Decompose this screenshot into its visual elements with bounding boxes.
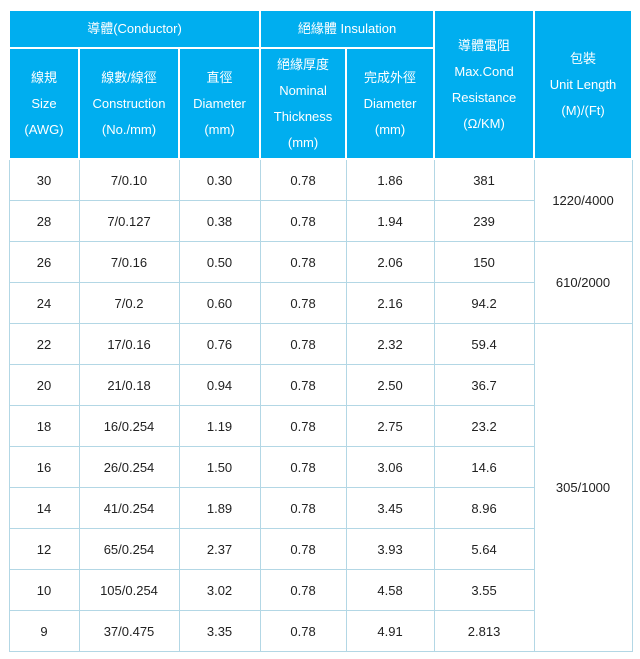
cell-thickness: 0.78	[259, 569, 347, 611]
cell-outer-diameter: 1.94	[345, 200, 435, 242]
table-row: 12 65/0.254 2.37 0.78 3.93 5.64	[8, 528, 632, 570]
cell-construction: 37/0.475	[78, 610, 180, 652]
cell-diameter: 0.30	[178, 158, 261, 201]
cell-size: 10	[8, 569, 80, 611]
cell-size: 16	[8, 446, 80, 488]
table-row: 10 105/0.254 3.02 0.78 4.58 3.55	[8, 569, 632, 611]
cell-thickness: 0.78	[259, 158, 347, 201]
table-row: 30 7/0.10 0.30 0.78 1.86 381 1220/4000	[8, 158, 633, 242]
cell-construction: 65/0.254	[78, 528, 180, 570]
cell-construction: 7/0.127	[78, 200, 180, 242]
cell-unit-length: 305/1000	[533, 323, 633, 652]
cell-construction: 105/0.254	[78, 569, 180, 611]
cell-thickness: 0.78	[259, 200, 347, 242]
cell-construction: 16/0.254	[78, 405, 180, 447]
table-row: 14 41/0.254 1.89 0.78 3.45 8.96	[8, 487, 632, 529]
cell-resistance: 94.2	[433, 282, 535, 324]
cell-size: 28	[8, 200, 80, 242]
header-insulation-group: 絕緣體 Insulation	[259, 9, 436, 49]
cell-outer-diameter: 3.06	[345, 446, 435, 488]
cell-resistance: 36.7	[433, 364, 535, 406]
cell-diameter: 0.50	[178, 241, 261, 283]
cell-outer-diameter: 4.91	[345, 610, 435, 652]
header-diameter: 直徑 Diameter (mm)	[177, 47, 262, 160]
header-sub-row: 線規 Size (AWG) 線數/線徑 Construction (No./mm…	[8, 47, 632, 160]
cell-thickness: 0.78	[259, 487, 347, 529]
cell-construction: 41/0.254	[78, 487, 180, 529]
cell-size: 22	[8, 323, 80, 365]
cell-unit-length: 610/2000	[533, 241, 633, 324]
cell-diameter: 0.38	[178, 200, 261, 242]
cell-resistance: 5.64	[433, 528, 535, 570]
cell-size: 30	[8, 158, 80, 201]
cell-outer-diameter: 2.16	[345, 282, 435, 324]
cell-resistance: 381	[433, 158, 535, 201]
cell-diameter: 0.94	[178, 364, 261, 406]
cell-outer-diameter: 2.50	[345, 364, 435, 406]
cell-diameter: 1.19	[178, 405, 261, 447]
cell-diameter: 0.76	[178, 323, 261, 365]
cell-thickness: 0.78	[259, 364, 347, 406]
table-row: 9 37/0.475 3.35 0.78 4.91 2.813	[8, 610, 632, 652]
wire-spec-table: 導體(Conductor) 絕緣體 Insulation 導體電阻 Max.Co…	[7, 9, 634, 652]
cell-outer-diameter: 2.32	[345, 323, 435, 365]
cell-diameter: 1.89	[178, 487, 261, 529]
table-row: 18 16/0.254 1.19 0.78 2.75 23.2	[8, 405, 632, 447]
cell-size: 9	[8, 610, 80, 652]
table-row: 20 21/0.18 0.94 0.78 2.50 36.7	[8, 364, 632, 406]
cell-outer-diameter: 4.58	[345, 569, 435, 611]
cell-thickness: 0.78	[259, 241, 347, 283]
cell-diameter: 0.60	[178, 282, 261, 324]
cell-construction: 7/0.2	[78, 282, 180, 324]
cell-outer-diameter: 3.45	[345, 487, 435, 529]
cell-construction: 7/0.10	[78, 158, 180, 201]
cell-thickness: 0.78	[259, 323, 347, 365]
cell-size: 20	[8, 364, 80, 406]
header-package: 包裝 Unit Length (M)/(Ft)	[533, 9, 634, 160]
cell-thickness: 0.78	[259, 528, 347, 570]
cell-resistance: 150	[433, 241, 535, 283]
header-conductor-group: 導體(Conductor)	[7, 9, 262, 49]
cell-resistance: 14.6	[433, 446, 535, 488]
cell-outer-diameter: 2.06	[345, 241, 435, 283]
cell-thickness: 0.78	[259, 405, 347, 447]
cell-resistance: 3.55	[433, 569, 535, 611]
cell-construction: 26/0.254	[78, 446, 180, 488]
table-row: 24 7/0.2 0.60 0.78 2.16 94.2	[8, 282, 632, 324]
cell-unit-length: 1220/4000	[533, 158, 633, 242]
cell-size: 12	[8, 528, 80, 570]
header-resistance: 導體電阻 Max.Cond Resistance (Ω/KM)	[433, 9, 536, 160]
cell-thickness: 0.78	[259, 446, 347, 488]
header-size: 線規 Size (AWG)	[8, 47, 80, 160]
cell-size: 18	[8, 405, 80, 447]
cell-outer-diameter: 1.86	[345, 158, 435, 201]
cell-construction: 17/0.16	[78, 323, 180, 365]
cell-diameter: 3.35	[178, 610, 261, 652]
cell-resistance: 59.4	[433, 323, 535, 365]
cell-size: 24	[8, 282, 80, 324]
table-row: 16 26/0.254 1.50 0.78 3.06 14.6	[8, 446, 632, 488]
cell-construction: 7/0.16	[78, 241, 180, 283]
cell-resistance: 239	[433, 200, 535, 242]
cell-thickness: 0.78	[259, 282, 347, 324]
header-group-row: 導體(Conductor) 絕緣體 Insulation 導體電阻 Max.Co…	[7, 9, 634, 160]
table-row: 26 7/0.16 0.50 0.78 2.06 150 610/2000	[8, 241, 633, 324]
cell-diameter: 2.37	[178, 528, 261, 570]
cell-thickness: 0.78	[259, 610, 347, 652]
cell-size: 14	[8, 487, 80, 529]
cell-outer-diameter: 2.75	[345, 405, 435, 447]
header-outer-diameter: 完成外徑 Diameter (mm)	[345, 47, 436, 160]
cell-diameter: 3.02	[178, 569, 261, 611]
header-construction: 線數/線徑 Construction (No./mm)	[78, 47, 180, 160]
cell-diameter: 1.50	[178, 446, 261, 488]
cell-resistance: 23.2	[433, 405, 535, 447]
cell-size: 26	[8, 241, 80, 283]
header-thickness: 絕緣厚度 Nominal Thickness (mm)	[259, 47, 348, 160]
cell-resistance: 8.96	[433, 487, 535, 529]
cell-resistance: 2.813	[433, 610, 535, 652]
cell-outer-diameter: 3.93	[345, 528, 435, 570]
cell-construction: 21/0.18	[78, 364, 180, 406]
table-row: 22 17/0.16 0.76 0.78 2.32 59.4 305/1000	[8, 323, 633, 652]
